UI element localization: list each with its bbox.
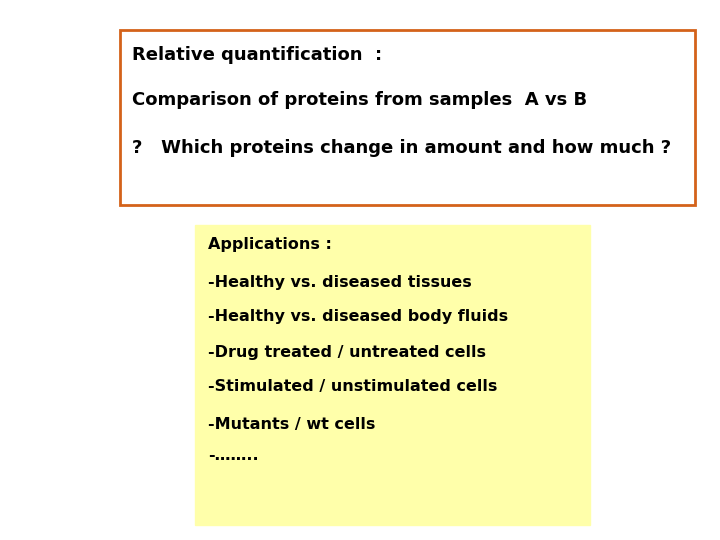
Text: -Healthy vs. diseased body fluids: -Healthy vs. diseased body fluids [208,308,508,323]
Text: ?   Which proteins change in amount and how much ?: ? Which proteins change in amount and ho… [132,139,671,157]
Text: Comparison of proteins from samples  A vs B: Comparison of proteins from samples A vs… [132,91,587,109]
Text: -Drug treated / untreated cells: -Drug treated / untreated cells [208,345,486,360]
Text: -……..: -…….. [208,449,258,463]
Text: Relative quantification  :: Relative quantification : [132,46,382,64]
Text: -Healthy vs. diseased tissues: -Healthy vs. diseased tissues [208,274,472,289]
Text: Applications :: Applications : [208,238,332,253]
Text: -Mutants / wt cells: -Mutants / wt cells [208,416,375,431]
Bar [120,30,695,205]
Bar [195,225,590,525]
Text: -Stimulated / unstimulated cells: -Stimulated / unstimulated cells [208,380,498,395]
